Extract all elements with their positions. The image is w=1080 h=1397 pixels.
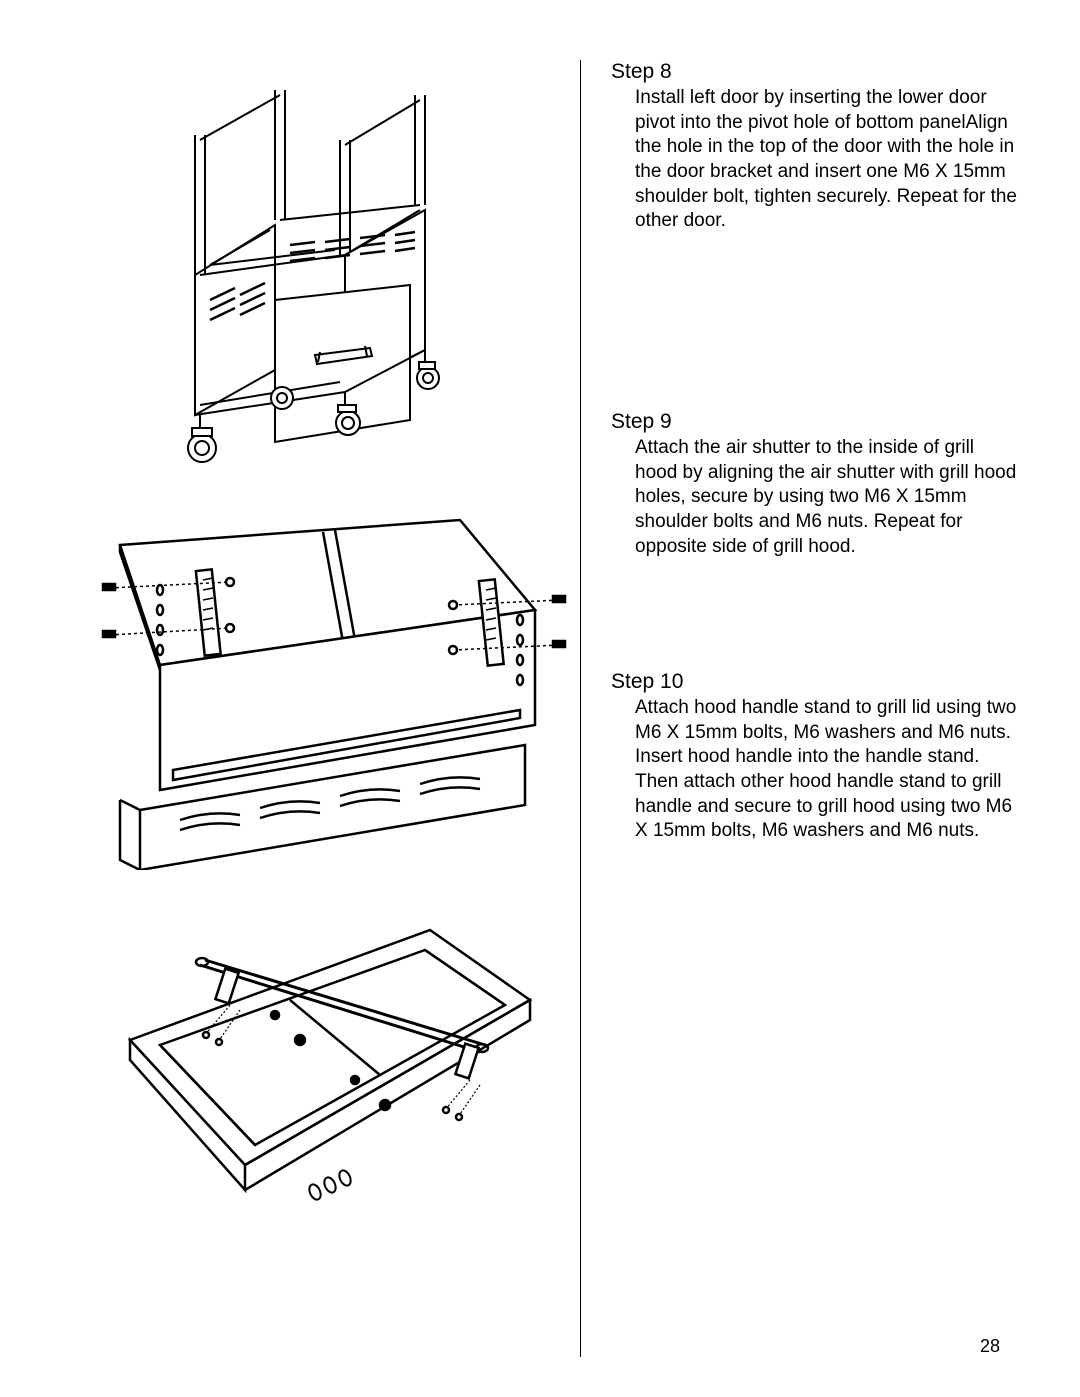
step-8-title: Step 8 (611, 60, 1020, 84)
step9-illustration (60, 510, 580, 870)
step8-illustration (60, 80, 580, 470)
step-10-title: Step 10 (611, 670, 1020, 694)
step10-illustration (60, 910, 580, 1240)
step-10-body: Attach hood handle stand to grill lid us… (611, 696, 1020, 844)
step-9-title: Step 9 (611, 410, 1020, 434)
step-9-body: Attach the air shutter to the inside of … (611, 436, 1020, 559)
page-number: 28 (980, 1336, 1000, 1357)
page: Step 8 Install left door by inserting th… (0, 0, 1080, 1397)
step-10: Step 10 Attach hood handle stand to gril… (611, 670, 1020, 870)
illustrations-column (60, 60, 580, 1357)
step-8: Step 8 Install left door by inserting th… (611, 60, 1020, 390)
step-8-body: Install left door by inserting the lower… (611, 86, 1020, 234)
instructions-column: Step 8 Install left door by inserting th… (580, 60, 1020, 1357)
step-9: Step 9 Attach the air shutter to the ins… (611, 410, 1020, 650)
